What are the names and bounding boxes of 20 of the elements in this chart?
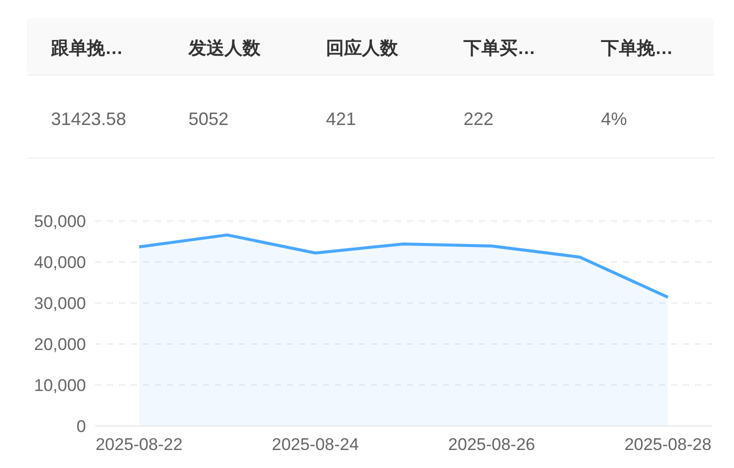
y-tick-label: 50,000 xyxy=(34,212,86,231)
category-label: 回应人数 xyxy=(326,38,399,58)
y-tick-label: 30,000 xyxy=(34,294,86,313)
x-tick-label: 2025-08-28 xyxy=(624,435,712,454)
category-label: 发送人数 xyxy=(188,38,262,58)
y-tick-label: 10,000 xyxy=(34,376,86,395)
text: 5052 xyxy=(188,109,229,129)
x-tick-label: 2025-08-24 xyxy=(272,435,359,454)
y-tick-label: 20,000 xyxy=(34,334,86,354)
text: 31423.58 xyxy=(51,109,126,129)
x-tick-label: 2025-08-22 xyxy=(96,435,183,454)
category-label: 下单挽… xyxy=(600,38,673,58)
y-tick-label: 0 xyxy=(76,416,86,436)
category-label: 跟单挽… xyxy=(50,38,123,58)
text: 222 xyxy=(464,109,494,129)
text: 4% xyxy=(601,109,628,129)
x-tick-label: 2025-08-26 xyxy=(448,435,536,454)
y-tick-label: 40,000 xyxy=(34,252,86,272)
category-label: 下单买… xyxy=(462,38,536,58)
text: 421 xyxy=(326,109,356,129)
